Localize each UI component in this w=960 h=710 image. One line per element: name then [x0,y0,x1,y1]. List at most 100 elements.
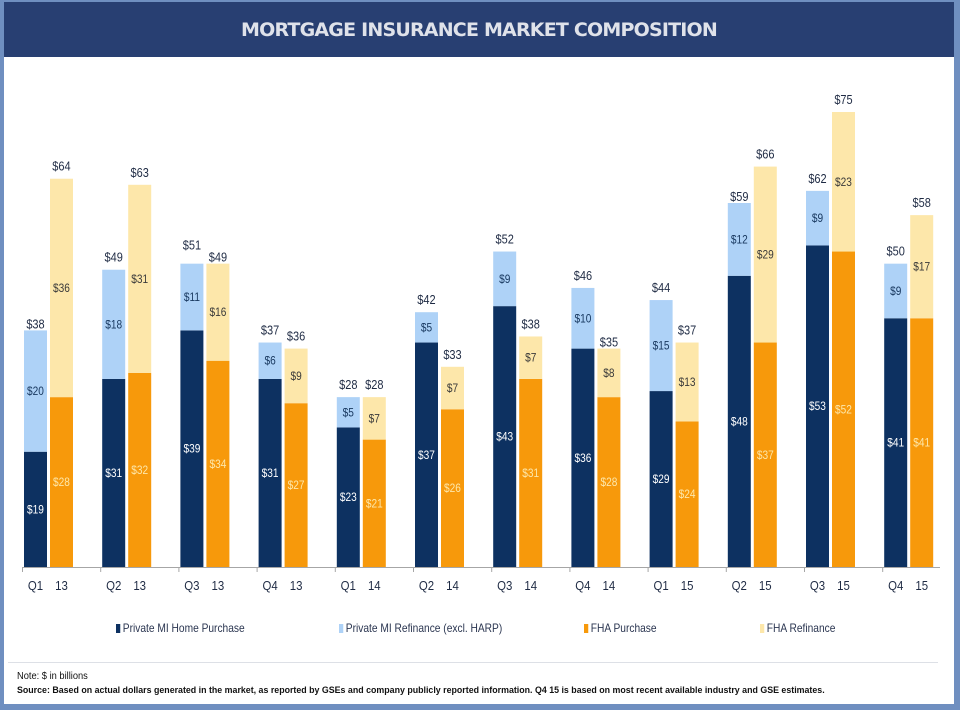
data-label: $29 [653,473,670,486]
bar-segment [362,439,386,567]
data-label: $13 [679,376,696,389]
x-tick-label-year: 14 [368,578,381,593]
legend-swatch [760,623,765,633]
x-tick-label-year: 13 [55,578,68,593]
slide-header: MORTGAGE INSURANCE MARKET COMPOSITION [4,2,954,57]
data-label: $37 [418,449,435,462]
bar-segment [24,451,47,567]
bar-segment [519,336,543,379]
bar-segment [649,391,673,567]
total-label: $62 [808,172,826,186]
x-tick-label-quarter: Q3 [184,578,199,593]
total-label: $50 [887,245,906,259]
data-label: $23 [835,176,852,189]
bar-segment [910,215,934,319]
bar-segment [597,348,621,398]
total-label: $28 [339,379,358,393]
bar-segment [727,275,751,567]
bar-segment [50,178,73,398]
x-tick-label-quarter: Q1 [653,578,668,593]
data-label: $37 [757,449,774,462]
legend-item-private-purchase: Private MI Home Purchase [116,621,245,635]
slide-frame [4,2,954,704]
data-label: $9 [812,213,823,226]
total-label: $63 [131,166,150,180]
data-label: $16 [209,307,226,320]
total-label: $52 [496,233,514,247]
legend-item-private-refinance: Private MI Refinance (excl. HARP) [339,621,502,635]
data-label: $28 [600,477,617,490]
data-label: $7 [525,352,536,365]
bar-segment [284,348,308,404]
bar-segment [806,190,829,246]
x-tick-label-year: 15 [681,578,694,593]
total-label: $66 [756,148,775,162]
data-label: $5 [343,407,354,420]
x-tick-label-year: 15 [759,578,772,593]
x-tick-label-quarter: Q1 [28,578,43,593]
x-tick-label-quarter: Q4 [888,578,903,593]
data-label: $26 [444,483,461,496]
data-label: $21 [366,498,383,511]
legend-item-fha-purchase: FHA Purchase [584,621,657,635]
bar-segment [675,342,699,422]
data-label: $6 [264,355,275,368]
bar-segment [180,263,204,331]
x-tick-label-quarter: Q2 [732,578,747,593]
data-label: $27 [288,480,305,493]
bar-segment [206,263,230,361]
bar-segment [441,366,464,410]
bar-segment [102,378,126,567]
data-label: $15 [653,340,670,353]
total-label: $49 [105,251,123,265]
total-label: $38 [26,318,45,332]
data-label: $41 [887,437,904,450]
data-label: $5 [421,322,432,335]
x-tick-label-quarter: Q4 [262,578,277,593]
bar-segment [832,112,855,252]
data-label: $9 [290,370,301,383]
x-tick-label-quarter: Q4 [575,578,590,593]
bar-segment [206,360,230,567]
data-label: $52 [835,404,852,417]
x-tick-label-quarter: Q2 [419,578,434,593]
footer-divider [8,662,938,663]
bar-segment [336,427,360,567]
total-label: $37 [678,324,696,338]
data-label: $43 [496,431,513,444]
x-tick-label-year: 14 [603,578,616,593]
footnotes: Note: $ in billions Source: Based on act… [17,670,885,698]
data-label: $28 [53,477,70,490]
stacked-bar-chart: $19 $20 $38 $28 $36 $64 Q1 13 $31 $18 $49 $32 $31 $63… [22,93,940,593]
x-tick-label-year: 13 [133,578,146,593]
total-label: $37 [261,324,279,338]
data-label: $11 [184,291,200,304]
bar-segment [128,372,152,567]
data-label: $32 [131,464,148,477]
data-label: $53 [809,401,826,414]
total-label: $33 [443,348,462,362]
bar-segment [649,300,673,392]
units-note: Note: $ in billions [17,671,88,682]
x-tick-label-year: 15 [837,578,850,593]
data-label: $12 [731,234,748,247]
bar-segment [258,378,282,567]
bar-segment [415,312,438,343]
bar-segment [258,342,282,379]
x-tick-label-year: 14 [446,578,459,593]
bar-segment [597,397,621,567]
total-label: $42 [417,294,435,308]
bar-segment [832,251,855,568]
total-label: $28 [365,379,384,393]
bar-segment [493,306,517,567]
bar-segment [884,318,908,567]
data-label: $31 [131,273,148,286]
bar-segment [284,403,308,567]
bar-segment [180,330,204,567]
total-label: $64 [52,160,71,174]
bar-segment [50,397,73,567]
bar-segment [415,342,438,567]
bar-segment [336,397,360,428]
data-label: $20 [27,386,44,399]
bar-segment [727,203,751,276]
